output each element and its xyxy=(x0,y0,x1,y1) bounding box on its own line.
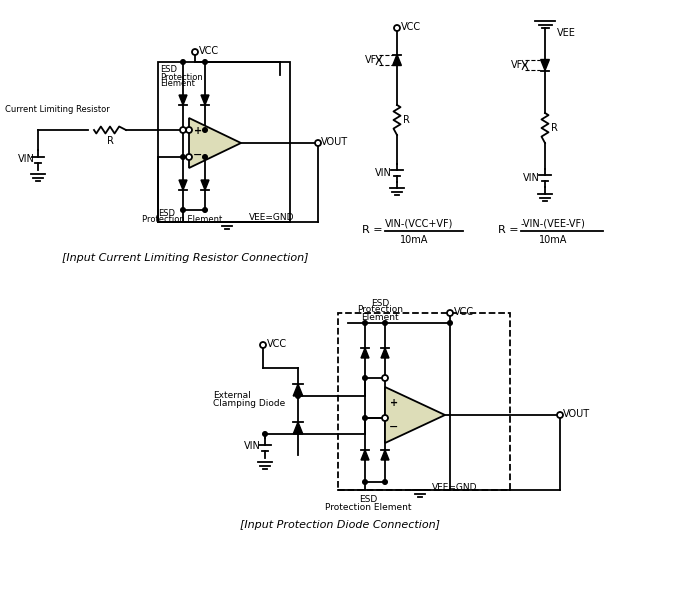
Circle shape xyxy=(383,376,388,380)
Text: Protection: Protection xyxy=(357,306,403,315)
Circle shape xyxy=(382,415,388,421)
Polygon shape xyxy=(385,387,445,443)
Bar xyxy=(338,313,510,490)
Text: 10mA: 10mA xyxy=(539,235,567,245)
Circle shape xyxy=(382,375,388,381)
Text: Protection Element: Protection Element xyxy=(142,214,222,224)
Text: Element: Element xyxy=(160,79,195,89)
Text: VIN: VIN xyxy=(523,173,540,183)
Circle shape xyxy=(181,128,185,133)
Text: Current Limiting Resistor: Current Limiting Resistor xyxy=(5,106,109,114)
Polygon shape xyxy=(189,118,241,168)
Circle shape xyxy=(203,208,207,212)
Text: VIN-(VCC+VF): VIN-(VCC+VF) xyxy=(385,218,454,228)
Circle shape xyxy=(362,376,367,380)
Polygon shape xyxy=(541,59,549,70)
Text: VEE=GND: VEE=GND xyxy=(432,483,477,491)
Circle shape xyxy=(362,321,367,325)
Polygon shape xyxy=(201,180,209,190)
Text: 10mA: 10mA xyxy=(400,235,428,245)
Circle shape xyxy=(394,25,400,31)
Text: VIN: VIN xyxy=(244,441,261,451)
Text: R: R xyxy=(551,123,558,133)
Text: +: + xyxy=(390,398,398,408)
Polygon shape xyxy=(293,422,303,434)
Circle shape xyxy=(260,342,266,348)
Circle shape xyxy=(315,140,321,146)
Circle shape xyxy=(180,127,186,133)
Text: -VIN-(VEE-VF): -VIN-(VEE-VF) xyxy=(521,218,586,228)
Text: ESD: ESD xyxy=(160,65,177,75)
Polygon shape xyxy=(381,450,389,460)
Circle shape xyxy=(186,154,192,160)
Text: External: External xyxy=(213,390,251,400)
Text: VCC: VCC xyxy=(199,46,219,56)
Text: VF: VF xyxy=(511,60,523,70)
Text: ESD: ESD xyxy=(371,299,389,307)
Circle shape xyxy=(447,310,453,316)
Circle shape xyxy=(383,480,388,485)
Text: [Input Current Limiting Resistor Connection]: [Input Current Limiting Resistor Connect… xyxy=(62,253,308,263)
Text: R: R xyxy=(107,136,114,146)
Circle shape xyxy=(192,49,198,55)
Text: ESD: ESD xyxy=(158,208,175,218)
Circle shape xyxy=(557,412,563,418)
Text: +: + xyxy=(194,126,202,136)
Polygon shape xyxy=(201,95,209,105)
Circle shape xyxy=(383,415,388,420)
Polygon shape xyxy=(381,348,389,358)
Text: VEE: VEE xyxy=(557,28,576,38)
Circle shape xyxy=(203,60,207,64)
Circle shape xyxy=(447,321,452,325)
Text: VOUT: VOUT xyxy=(563,409,590,419)
Circle shape xyxy=(186,127,192,133)
Text: −: − xyxy=(390,422,398,432)
Text: VCC: VCC xyxy=(401,22,421,32)
Circle shape xyxy=(203,128,207,133)
Text: −: − xyxy=(193,150,203,160)
Text: R =: R = xyxy=(362,225,383,235)
Polygon shape xyxy=(179,95,187,105)
Polygon shape xyxy=(361,348,369,358)
Circle shape xyxy=(362,480,367,485)
Text: VCC: VCC xyxy=(267,339,287,349)
Text: VIN: VIN xyxy=(375,168,392,178)
Circle shape xyxy=(181,208,185,212)
Circle shape xyxy=(181,60,185,64)
Polygon shape xyxy=(392,54,401,65)
Circle shape xyxy=(181,155,185,159)
Text: [Input Protection Diode Connection]: [Input Protection Diode Connection] xyxy=(240,520,440,530)
Text: Clamping Diode: Clamping Diode xyxy=(213,398,285,408)
Text: Protection: Protection xyxy=(160,73,203,81)
Text: VOUT: VOUT xyxy=(321,137,348,147)
Polygon shape xyxy=(179,180,187,190)
Circle shape xyxy=(383,321,388,325)
Circle shape xyxy=(262,432,267,436)
Text: Protection Element: Protection Element xyxy=(325,502,411,511)
Text: R: R xyxy=(403,115,410,125)
Text: ESD: ESD xyxy=(359,496,377,505)
Polygon shape xyxy=(361,450,369,460)
Text: R =: R = xyxy=(498,225,519,235)
Circle shape xyxy=(296,393,301,398)
Circle shape xyxy=(203,155,207,159)
Polygon shape xyxy=(293,384,303,396)
Text: VCC: VCC xyxy=(454,307,474,317)
Text: Element: Element xyxy=(361,312,398,321)
Bar xyxy=(158,62,290,222)
Text: VEE=GND: VEE=GND xyxy=(249,213,294,222)
Circle shape xyxy=(362,415,367,420)
Text: VIN: VIN xyxy=(18,154,35,164)
Text: VF: VF xyxy=(364,55,377,65)
